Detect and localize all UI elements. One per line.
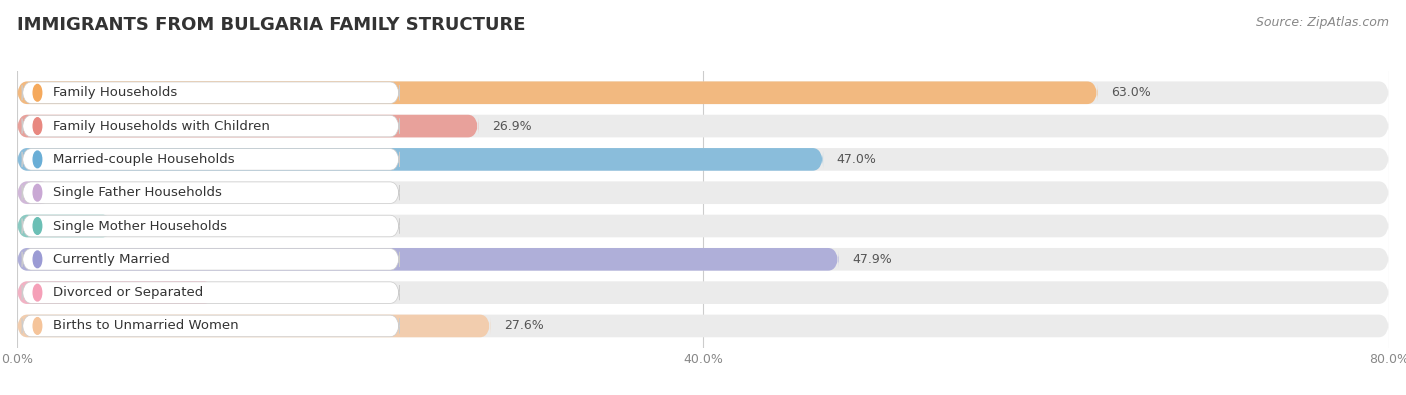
FancyBboxPatch shape bbox=[17, 181, 51, 204]
Circle shape bbox=[34, 85, 42, 101]
Text: IMMIGRANTS FROM BULGARIA FAMILY STRUCTURE: IMMIGRANTS FROM BULGARIA FAMILY STRUCTUR… bbox=[17, 16, 526, 34]
Text: Births to Unmarried Women: Births to Unmarried Women bbox=[53, 320, 239, 333]
FancyBboxPatch shape bbox=[17, 81, 1389, 104]
Circle shape bbox=[34, 151, 42, 168]
Text: 2.0%: 2.0% bbox=[65, 186, 97, 199]
FancyBboxPatch shape bbox=[17, 315, 1389, 337]
FancyBboxPatch shape bbox=[22, 182, 399, 203]
Text: 47.9%: 47.9% bbox=[852, 253, 891, 266]
FancyBboxPatch shape bbox=[17, 248, 838, 271]
Text: 63.0%: 63.0% bbox=[1111, 86, 1152, 99]
FancyBboxPatch shape bbox=[17, 248, 1389, 271]
Circle shape bbox=[34, 184, 42, 201]
Text: Single Father Households: Single Father Households bbox=[53, 186, 222, 199]
Text: Married-couple Households: Married-couple Households bbox=[53, 153, 235, 166]
FancyBboxPatch shape bbox=[17, 281, 214, 304]
Text: Family Households: Family Households bbox=[53, 86, 177, 99]
Circle shape bbox=[34, 318, 42, 334]
Text: Currently Married: Currently Married bbox=[53, 253, 170, 266]
FancyBboxPatch shape bbox=[22, 315, 399, 337]
FancyBboxPatch shape bbox=[22, 149, 399, 170]
FancyBboxPatch shape bbox=[17, 148, 1389, 171]
FancyBboxPatch shape bbox=[17, 181, 1389, 204]
FancyBboxPatch shape bbox=[22, 215, 399, 237]
FancyBboxPatch shape bbox=[22, 248, 399, 270]
FancyBboxPatch shape bbox=[17, 214, 1389, 237]
FancyBboxPatch shape bbox=[22, 115, 399, 137]
FancyBboxPatch shape bbox=[17, 115, 1389, 137]
Text: Divorced or Separated: Divorced or Separated bbox=[53, 286, 202, 299]
Circle shape bbox=[34, 284, 42, 301]
FancyBboxPatch shape bbox=[17, 81, 1098, 104]
FancyBboxPatch shape bbox=[17, 315, 491, 337]
Text: Family Households with Children: Family Households with Children bbox=[53, 120, 270, 133]
Text: 27.6%: 27.6% bbox=[503, 320, 544, 333]
FancyBboxPatch shape bbox=[22, 282, 399, 303]
Text: Single Mother Households: Single Mother Households bbox=[53, 220, 226, 233]
Text: 5.6%: 5.6% bbox=[127, 220, 159, 233]
Circle shape bbox=[34, 218, 42, 234]
Text: 11.5%: 11.5% bbox=[228, 286, 267, 299]
FancyBboxPatch shape bbox=[17, 148, 823, 171]
FancyBboxPatch shape bbox=[17, 214, 112, 237]
Circle shape bbox=[34, 118, 42, 134]
FancyBboxPatch shape bbox=[17, 115, 478, 137]
FancyBboxPatch shape bbox=[22, 82, 399, 103]
Circle shape bbox=[34, 251, 42, 268]
FancyBboxPatch shape bbox=[17, 281, 1389, 304]
Text: 47.0%: 47.0% bbox=[837, 153, 877, 166]
Text: 26.9%: 26.9% bbox=[492, 120, 531, 133]
Text: Source: ZipAtlas.com: Source: ZipAtlas.com bbox=[1256, 16, 1389, 29]
